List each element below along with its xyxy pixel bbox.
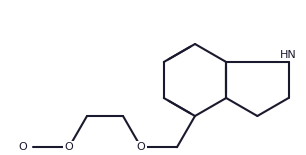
Text: O: O	[19, 142, 28, 152]
Text: O: O	[65, 142, 73, 152]
Text: HN: HN	[280, 50, 297, 60]
Text: O: O	[136, 142, 145, 152]
